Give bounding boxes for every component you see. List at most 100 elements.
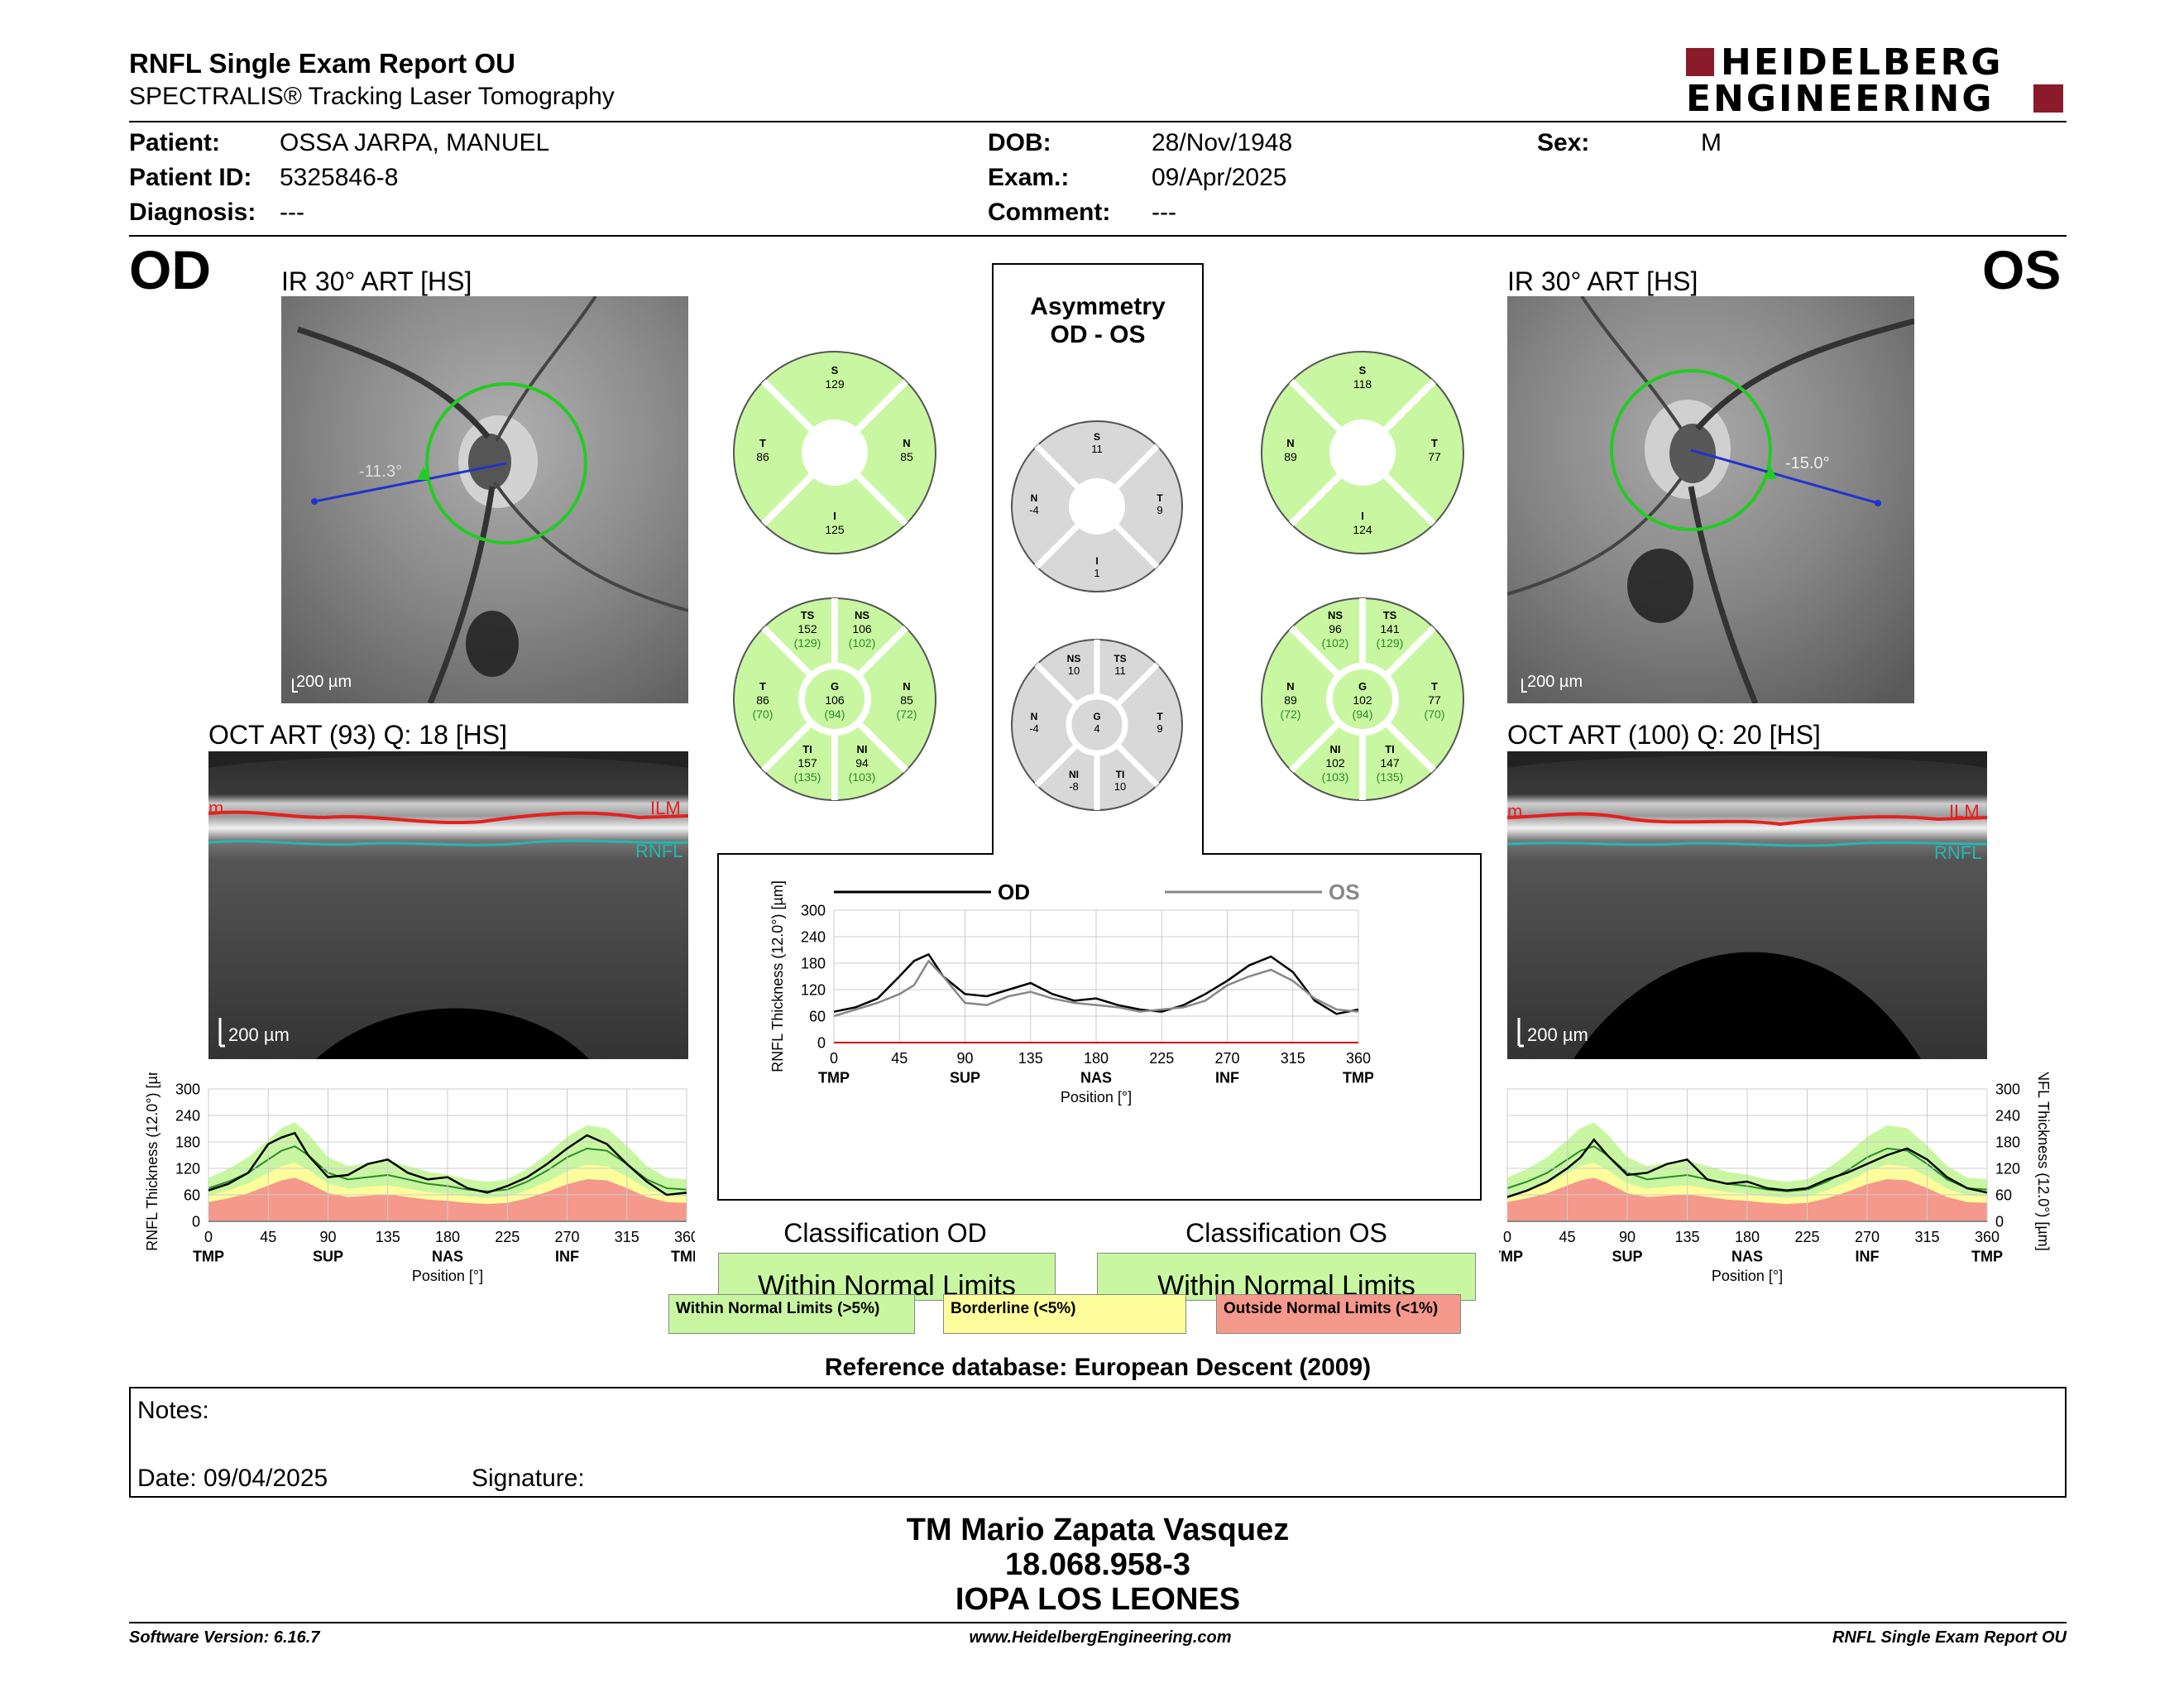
svg-text:TS: TS <box>1114 653 1126 664</box>
od-sector-ti: 157 <box>797 756 817 770</box>
svg-text:(135): (135) <box>794 770 821 784</box>
x-region-label: NAS <box>1080 1070 1112 1086</box>
report-footer-name: RNFL Single Exam Report OU <box>1832 1628 2067 1647</box>
x-tick-label: 90 <box>956 1050 973 1067</box>
asym-sector-ts: 11 <box>1114 664 1126 677</box>
os-sector-chart-garway: NS 96 (102) TS 141 (129) N 89 (72) G 102… <box>1261 597 1464 801</box>
od-sector-t: 86 <box>756 450 769 463</box>
y-tick-label: 300 <box>1995 1081 2020 1097</box>
od-ilm-partial: m <box>208 798 223 818</box>
svg-text:T: T <box>759 680 766 693</box>
x-tick-label: 360 <box>1975 1229 2000 1245</box>
os-sector-t6: 77 <box>1428 693 1441 707</box>
x-tick-label: 45 <box>1559 1229 1575 1245</box>
svg-text:I: I <box>1361 510 1364 522</box>
od-angle-label: -11.3° <box>359 463 402 481</box>
x-tick-label: 0 <box>830 1050 838 1067</box>
od-sector-chart-quadrants: S 129 T 86 N 85 I 125 <box>733 351 936 554</box>
od-oct-title: OCT ART (93) Q: 18 [HS] <box>208 720 508 750</box>
y-tick-label: 240 <box>801 928 826 945</box>
exam-label: Exam.: <box>988 164 1070 191</box>
asym-sector-t: 9 <box>1157 504 1162 516</box>
y-tick-label: 300 <box>801 902 826 918</box>
y-axis-label: RNFL Thickness (12.0°) [µm] <box>769 880 786 1072</box>
os-fundus-image: -15.0° 200 µm <box>1507 296 1914 703</box>
svg-text:(70): (70) <box>753 707 774 721</box>
svg-text:S: S <box>1359 364 1367 376</box>
asymmetry-panel-frame <box>717 263 1482 1201</box>
date-label: Date: 09/04/2025 <box>137 1465 328 1492</box>
svg-text:NS: NS <box>1328 609 1343 621</box>
y-tick-label: 60 <box>1995 1187 2012 1203</box>
svg-text:(102): (102) <box>849 636 876 650</box>
classification-os-label: Classification OS <box>1185 1218 1387 1248</box>
asymmetry-title: Asymmetry OD - OS <box>1030 293 1166 348</box>
svg-text:(135): (135) <box>1377 770 1404 784</box>
asym-sector-chart-quadrants: S 11 N -4 T 9 I 1 <box>1011 420 1183 592</box>
sex-label: Sex: <box>1537 129 1590 156</box>
x-tick-label: 135 <box>1018 1050 1043 1067</box>
report-title: RNFL Single Exam Report OU <box>129 48 515 79</box>
os-rnfl-label: RNFL <box>1934 842 1981 863</box>
y-tick-label: 240 <box>175 1107 200 1124</box>
os-fundus-scale: 200 µm <box>1527 673 1583 691</box>
x-tick-label: 180 <box>435 1229 460 1245</box>
os-eye-label: OS <box>1982 239 2062 300</box>
os-sector-i: 124 <box>1353 523 1372 536</box>
od-thickness-line <box>833 952 1359 1015</box>
patient-id-label: Patient ID: <box>129 164 252 191</box>
os-sector-g: 102 <box>1353 693 1372 707</box>
notes-label: Notes: <box>137 1397 209 1424</box>
svg-text:(94): (94) <box>1353 707 1373 721</box>
svg-text:(129): (129) <box>794 636 821 650</box>
os-oct-bscan: m ILM RNFL 200 µm <box>1507 751 1987 1059</box>
y-tick-label: 0 <box>1995 1213 2004 1230</box>
os-thickness-line <box>833 959 1359 1018</box>
svg-text:(72): (72) <box>1281 707 1301 721</box>
x-tick-label: 180 <box>1735 1229 1760 1245</box>
y-tick-label: 120 <box>175 1160 200 1177</box>
asym-sector-s: 11 <box>1091 443 1103 455</box>
svg-text:TS: TS <box>801 609 815 621</box>
x-tick-label: 315 <box>1914 1229 1939 1245</box>
eye-thickness-line <box>1506 1138 1988 1198</box>
diagnosis-value: --- <box>280 199 304 226</box>
classification-od-label: Classification OD <box>783 1218 987 1248</box>
y-tick-label: 60 <box>809 1008 826 1024</box>
x-region-label: SUP <box>313 1249 343 1265</box>
heidelberg-logo: HEIDELBERG ENGINEERING <box>1686 41 2067 120</box>
svg-text:NS: NS <box>855 609 869 621</box>
y-tick-label: 180 <box>175 1134 200 1150</box>
asym-sector-n: -4 <box>1029 504 1039 516</box>
os-sector-ts: 141 <box>1380 622 1400 635</box>
signer-name: TM Mario Zapata Vasquez <box>906 1513 1290 1547</box>
x-region-label: SUP <box>950 1070 980 1086</box>
x-tick-label: 90 <box>319 1229 336 1245</box>
patient-name: OSSA JARPA, MANUEL <box>280 129 550 156</box>
svg-text:TI: TI <box>1385 743 1395 755</box>
svg-text:T: T <box>1431 437 1438 449</box>
signer-id: 18.068.958-3 <box>1005 1547 1190 1582</box>
svg-text:N: N <box>903 437 910 449</box>
svg-text:T: T <box>1157 711 1163 722</box>
x-tick-label: 270 <box>1855 1229 1880 1245</box>
svg-text:(70): (70) <box>1425 707 1445 721</box>
patient-label: Patient: <box>129 129 221 156</box>
x-tick-label: 135 <box>1674 1229 1699 1245</box>
website-link[interactable]: www.HeidelbergEngineering.com <box>969 1628 1232 1647</box>
os-sector-ni: 102 <box>1325 756 1345 770</box>
svg-text:I: I <box>1095 555 1098 567</box>
legend-within-normal: Within Normal Limits (>5%) <box>668 1294 915 1334</box>
od-tsnit-chart: 0 60 120 180 240 300 0 45 90 135 180 225 270 315 360 TM… <box>144 1072 695 1284</box>
sex-value: M <box>1701 129 1722 156</box>
asym-sector-i: 1 <box>1094 567 1099 579</box>
x-tick-label: 180 <box>1084 1050 1109 1067</box>
ou-comparison-chart: 0 60 120 180 240 300 0 45 90 135 180 225 270 315 360 TM… <box>769 880 1373 1105</box>
x-tick-label: 225 <box>1794 1229 1819 1245</box>
notes-box[interactable]: Notes: Date: 09/04/2025 Signature: <box>129 1387 2067 1498</box>
x-tick-label: 270 <box>554 1229 579 1245</box>
y-tick-label: 240 <box>1995 1107 2020 1124</box>
eye-thickness-line <box>208 1131 687 1196</box>
x-region-label: INF <box>555 1249 579 1265</box>
legend-od-label: OD <box>998 880 1030 904</box>
